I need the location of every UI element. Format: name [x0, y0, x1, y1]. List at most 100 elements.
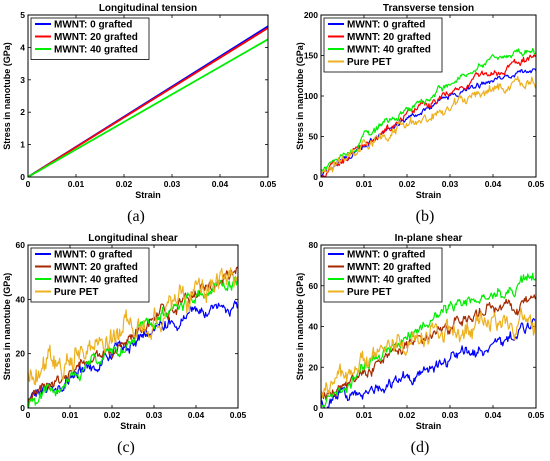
y-tick-label: 50 [309, 132, 319, 142]
y-tick-label: 2 [20, 107, 25, 117]
chart-title: Longitudinal shear [88, 233, 178, 244]
y-tick-label: 0 [313, 172, 318, 182]
axes-frame [320, 14, 537, 178]
x-axis-label: Strain [416, 190, 442, 200]
panel-label: (a) [127, 208, 145, 225]
legend-entry: MWNT: 0 grafted [54, 20, 132, 31]
legend-entry: MWNT: 40 grafted [347, 45, 431, 56]
y-axis-label: Stress in nanotube (GPa) [2, 42, 12, 150]
axes-frame [320, 244, 537, 409]
chart-title: In-plane shear [395, 233, 463, 244]
x-tick-label: 0 [26, 410, 31, 420]
x-tick-label: 0.03 [164, 179, 181, 189]
x-tick-label: 0.05 [528, 410, 545, 420]
x-tick-label: 0.03 [442, 179, 459, 189]
series-group [321, 272, 536, 408]
y-axis-label: Stress in nanotube (GPa) [295, 273, 305, 381]
x-tick-label: 0.04 [485, 179, 502, 189]
x-tick-label: 0 [319, 410, 324, 420]
series-line-3 [28, 38, 268, 177]
legend-entry: MWNT: 40 grafted [54, 275, 138, 286]
y-tick-label: 80 [309, 240, 319, 250]
x-tick-label: 0.04 [212, 179, 229, 189]
y-axis-label: Stress in nanotube (GPa) [2, 273, 12, 381]
series-group [28, 266, 238, 408]
y-tick-label: 200 [304, 10, 318, 20]
x-tick-label: 0.04 [188, 410, 205, 420]
series-line-3 [321, 272, 536, 407]
y-tick-label: 100 [304, 91, 318, 101]
series-line-3 [28, 276, 238, 408]
legend-entry: MWNT: 0 grafted [347, 20, 425, 31]
legend-box [323, 247, 443, 303]
y-tick-label: 20 [309, 362, 319, 372]
legend-entry: MWNT: 40 grafted [54, 45, 138, 56]
x-tick-label: 0 [26, 179, 31, 189]
legend-entry: Pure PET [347, 287, 391, 298]
series-group [28, 25, 268, 177]
legend-box [323, 17, 443, 73]
panel-label: (c) [117, 439, 135, 456]
series-line-2 [321, 294, 536, 401]
x-tick-label: 0.01 [62, 410, 79, 420]
legend-box [30, 247, 150, 303]
y-tick-label: 3 [20, 75, 25, 85]
x-axis-label: Strain [120, 421, 146, 431]
x-tick-label: 0.02 [399, 179, 416, 189]
y-tick-label: 150 [304, 51, 318, 61]
y-tick-label: 20 [16, 349, 26, 359]
x-axis-label: Strain [135, 190, 161, 200]
axes-frame [27, 14, 269, 178]
x-tick-label: 0.05 [528, 179, 545, 189]
series-line-1 [321, 318, 536, 408]
series-line-2 [28, 27, 268, 177]
chart-title: Transverse tension [383, 3, 474, 14]
x-tick-label: 0.03 [442, 410, 459, 420]
series-line-4 [321, 76, 536, 174]
y-tick-label: 1 [20, 140, 25, 150]
panel-label: (b) [416, 208, 435, 225]
axes-frame [27, 244, 239, 409]
x-tick-label: 0.01 [68, 179, 85, 189]
y-tick-label: 40 [16, 294, 26, 304]
x-tick-label: 0.02 [116, 179, 133, 189]
legend-entry: MWNT: 20 grafted [347, 32, 431, 43]
y-tick-label: 60 [309, 281, 319, 291]
chart-panel-a: Longitudinal tension 0 0.01 0.02 0.03 0.04 0.0… [2, 3, 277, 225]
y-tick-label: 5 [20, 10, 25, 20]
y-tick-label: 4 [20, 42, 25, 52]
series-line-1 [28, 300, 238, 401]
x-tick-label: 0.01 [356, 410, 373, 420]
chart-panel-c: Longitudinal shear 0 0.01 0.02 0.03 0.04 0.05 0… [2, 233, 247, 456]
legend-entry: Pure PET [347, 57, 391, 68]
legend-entry: MWNT: 20 grafted [347, 262, 431, 273]
legend-entry: MWNT: 20 grafted [54, 32, 138, 43]
series-group [321, 47, 536, 177]
x-axis-label: Strain [416, 421, 442, 431]
y-tick-label: 40 [309, 322, 319, 332]
x-tick-label: 0.01 [356, 179, 373, 189]
x-tick-label: 0.02 [399, 410, 416, 420]
panel-label: (d) [411, 439, 430, 456]
chart-panel-d: In-plane shear 0 0.01 0.02 0.03 0.04 0.05 0 20 40… [295, 233, 545, 456]
series-line-2 [321, 54, 536, 177]
y-tick-label: 0 [313, 403, 318, 413]
legend-entry: MWNT: 0 grafted [54, 250, 132, 261]
x-tick-label: 0.02 [104, 410, 121, 420]
y-tick-label: 60 [16, 240, 26, 250]
legend-entry: Pure PET [54, 287, 98, 298]
x-tick-label: 0.04 [485, 410, 502, 420]
y-axis-label: Stress in nanotube (GPa) [295, 42, 305, 150]
x-tick-label: 0 [319, 179, 324, 189]
legend-entry: MWNT: 40 grafted [347, 275, 431, 286]
y-tick-label: 0 [20, 172, 25, 182]
chart-title: Longitudinal tension [99, 3, 197, 14]
series-line-4 [321, 307, 536, 399]
series-line-3 [321, 47, 536, 172]
series-line-4 [28, 267, 238, 386]
